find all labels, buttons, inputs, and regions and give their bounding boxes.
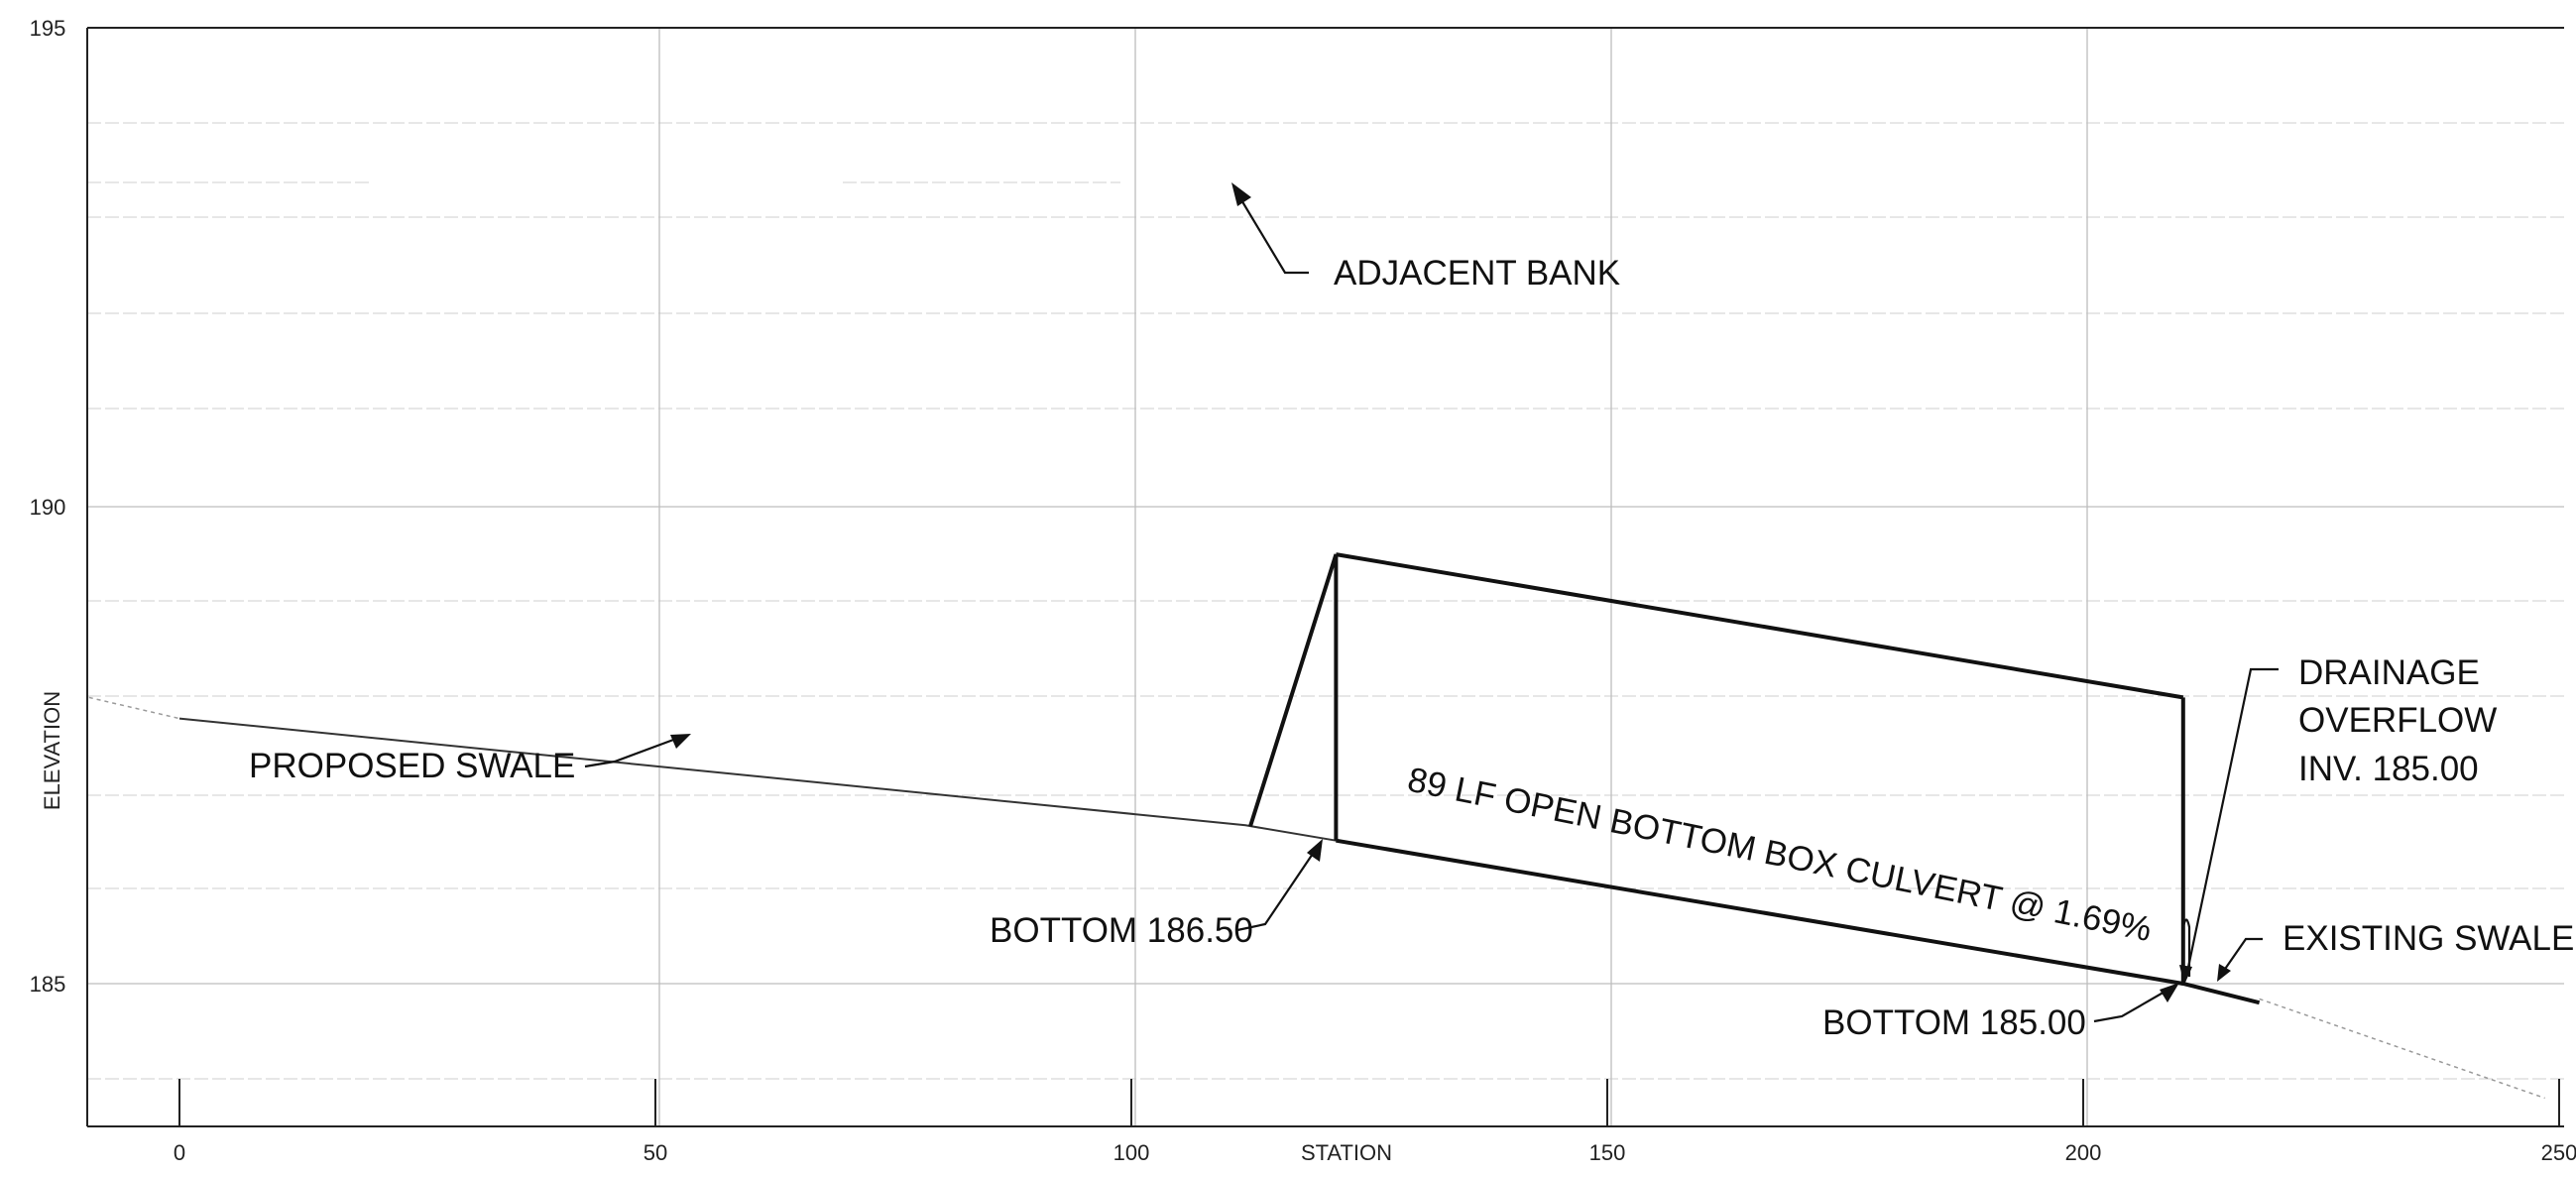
swale-extensions: [88, 696, 2545, 1100]
x-tick-label: 100: [1113, 1140, 1150, 1165]
adjacent-bank-leader: [1233, 187, 1309, 275]
culvert-top-line: [1336, 552, 2184, 700]
culvert-outline: [1248, 552, 2261, 1005]
bottom-upstream-arrowhead: [1307, 839, 1323, 862]
bottom-downstream-label: BOTTOM 185.00: [1822, 1003, 2086, 1042]
proposed-swale-line: [178, 717, 1337, 842]
proposed-swale-arrowhead: [670, 734, 691, 749]
y-tick-label: 190: [30, 495, 66, 520]
proposed-swale-label: PROPOSED SWALE: [249, 747, 575, 785]
drainage-overflow-label-line2: OVERFLOW: [2298, 701, 2497, 740]
bottom-downstream-leader: [2093, 986, 2174, 1023]
x-tick-label: 0: [174, 1140, 185, 1165]
proposed-swale-leader: [584, 734, 685, 768]
annotation-labels: ADJACENT BANK PROPOSED SWALE 89 LF OPEN …: [249, 254, 2574, 1042]
drainage-overflow-arrowhead: [2179, 965, 2192, 985]
upstream-headwall: [1248, 553, 1339, 841]
x-tick-label: 50: [644, 1140, 667, 1165]
bottom-upstream-label: BOTTOM 186.50: [990, 911, 1253, 950]
y-tick-label: 195: [30, 16, 66, 41]
culvert-bottom-line: [1336, 838, 2184, 986]
culvert-label: 89 LF OPEN BOTTOM BOX CULVERT @ 1.69%: [1404, 761, 2155, 950]
y-tick-label: 185: [30, 972, 66, 997]
x-tick-labels: 0 50 100 150 200 250: [174, 1140, 2576, 1165]
x-axis-title: STATION: [1301, 1140, 1392, 1165]
major-grid: [87, 28, 2564, 1126]
existing-swale-extension: [2259, 998, 2545, 1100]
overflow-riser: [2181, 918, 2191, 980]
plot-frame: [86, 27, 2564, 1127]
proposed-swale-extension: [88, 696, 180, 720]
x-tick-label: 200: [2065, 1140, 2102, 1165]
bottom-upstream-leader: [1236, 844, 1320, 932]
downstream-headwall: [2180, 697, 2261, 1005]
adjacent-bank-label: ADJACENT BANK: [1334, 254, 1620, 293]
existing-swale-label: EXISTING SWALE: [2283, 919, 2574, 958]
drainage-overflow-label-line1: DRAINAGE: [2298, 653, 2480, 692]
drainage-overflow-leader: [2184, 667, 2279, 978]
adjacent-bank-arrowhead: [1231, 182, 1251, 206]
existing-swale-arrowhead: [2217, 964, 2231, 982]
leader-lines: [584, 182, 2279, 1023]
y-axis-title: ELEVATION: [40, 691, 64, 810]
x-tick-label: 150: [1589, 1140, 1626, 1165]
swale-lines: [178, 717, 1337, 842]
drainage-overflow-label-line3: INV. 185.00: [2298, 750, 2479, 788]
x-tick-marks: [178, 1079, 2560, 1126]
bottom-downstream-arrowhead: [2160, 983, 2179, 1002]
minor-grid: [87, 122, 2564, 1080]
x-tick-label: 250: [2541, 1140, 2576, 1165]
y-tick-labels: 185 190 195: [30, 16, 66, 997]
existing-swale-leader: [2220, 937, 2263, 976]
